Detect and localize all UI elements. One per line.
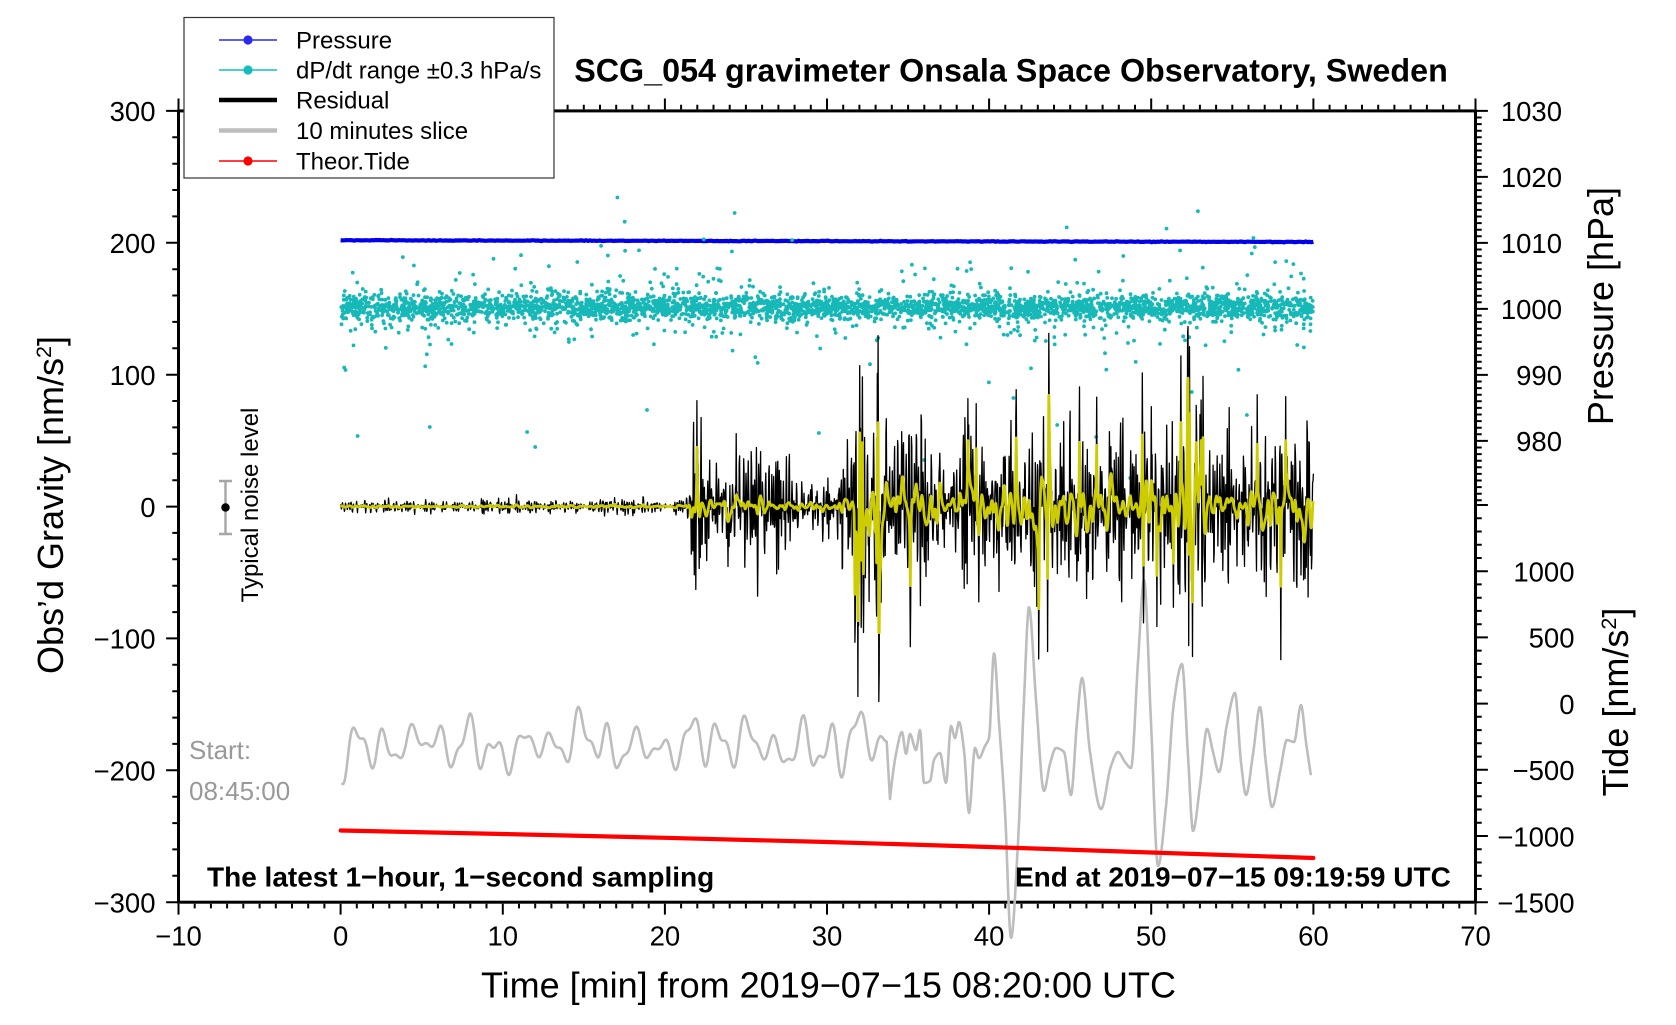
svg-text:0: 0 xyxy=(333,921,348,952)
svg-text:Start:: Start: xyxy=(189,735,251,765)
svg-text:1000: 1000 xyxy=(1501,294,1562,325)
svg-text:Tide [nm/s2]: Tide [nm/s2] xyxy=(1595,608,1636,797)
svg-text:10: 10 xyxy=(488,921,519,952)
svg-text:Residual: Residual xyxy=(296,88,389,115)
svg-text:SCG_054 gravimeter Onsala Spac: SCG_054 gravimeter Onsala Space Observat… xyxy=(574,53,1448,89)
svg-text:The latest 1−hour, 1−second sa: The latest 1−hour, 1−second sampling xyxy=(207,862,714,893)
svg-text:−100: −100 xyxy=(94,624,156,655)
svg-text:40: 40 xyxy=(974,921,1005,952)
svg-text:−1000: −1000 xyxy=(1497,821,1574,852)
svg-text:Typical noise level: Typical noise level xyxy=(237,408,264,603)
svg-text:Time [min] from 2019−07−15 08:: Time [min] from 2019−07−15 08:20:00 UTC xyxy=(481,965,1176,1006)
svg-text:980: 980 xyxy=(1516,426,1562,457)
svg-text:1030: 1030 xyxy=(1501,96,1562,127)
svg-text:Obs’d Gravity [nm/s2]: Obs’d Gravity [nm/s2] xyxy=(30,336,71,674)
svg-text:100: 100 xyxy=(110,360,156,391)
svg-text:10 minutes slice: 10 minutes slice xyxy=(296,118,468,145)
svg-text:Pressure [hPa]: Pressure [hPa] xyxy=(1580,187,1621,425)
svg-text:70: 70 xyxy=(1460,921,1491,952)
svg-text:−300: −300 xyxy=(94,888,156,919)
svg-text:−1500: −1500 xyxy=(1497,888,1574,919)
svg-text:End at 2019−07−15 09:19:59 UTC: End at 2019−07−15 09:19:59 UTC xyxy=(1015,862,1451,893)
svg-text:500: 500 xyxy=(1529,623,1575,654)
svg-text:−200: −200 xyxy=(94,756,156,787)
svg-text:1020: 1020 xyxy=(1501,162,1562,193)
svg-text:0: 0 xyxy=(1559,689,1574,720)
svg-text:1000: 1000 xyxy=(1513,557,1574,588)
svg-text:Theor.Tide: Theor.Tide xyxy=(296,149,410,176)
svg-text:Pressure: Pressure xyxy=(296,28,392,55)
svg-text:300: 300 xyxy=(110,96,156,127)
svg-text:1010: 1010 xyxy=(1501,228,1562,259)
svg-text:20: 20 xyxy=(650,921,681,952)
svg-text:990: 990 xyxy=(1516,360,1562,391)
svg-text:50: 50 xyxy=(1136,921,1167,952)
svg-text:30: 30 xyxy=(812,921,843,952)
svg-text:08:45:00: 08:45:00 xyxy=(189,776,290,806)
svg-text:−10: −10 xyxy=(155,921,202,952)
svg-text:0: 0 xyxy=(140,492,155,523)
svg-text:60: 60 xyxy=(1298,921,1329,952)
svg-text:−500: −500 xyxy=(1513,755,1575,786)
svg-text:dP/dt range ±0.3 hPa/s: dP/dt range ±0.3 hPa/s xyxy=(296,58,541,85)
svg-text:200: 200 xyxy=(110,228,156,259)
